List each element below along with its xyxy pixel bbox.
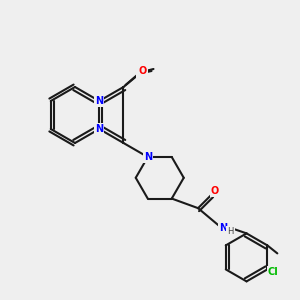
- Text: H: H: [227, 226, 234, 236]
- Text: O: O: [138, 66, 147, 76]
- Text: N: N: [144, 152, 152, 162]
- Text: N: N: [219, 223, 228, 233]
- Text: Cl: Cl: [268, 267, 279, 278]
- Text: O: O: [211, 186, 219, 196]
- Text: O: O: [137, 68, 146, 78]
- Text: N: N: [95, 124, 103, 134]
- Text: N: N: [95, 96, 103, 106]
